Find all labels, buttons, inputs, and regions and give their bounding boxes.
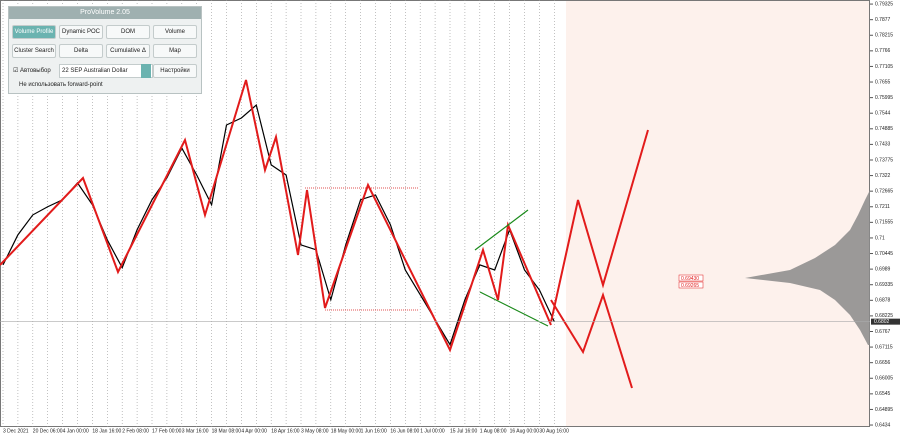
x-tick-label: 20 Dec 06:00 — [33, 428, 63, 434]
y-tick-label: 0.73775 — [875, 157, 893, 163]
channel-line — [479, 291, 549, 327]
current-price-label: 0.6802 — [874, 319, 890, 325]
x-tick-label: 1 Aug 08:00 — [480, 428, 507, 434]
x-tick-label: 1 Jul 00:00 — [420, 428, 445, 434]
y-tick-label: 0.7211 — [875, 204, 890, 210]
x-tick-label: 16 Aug 00:00 — [510, 428, 540, 434]
x-tick-label: 18 Apr 16:00 — [271, 428, 300, 434]
y-tick-label: 0.6989 — [875, 266, 891, 272]
checkbox-label: Автовыбор — [20, 68, 51, 74]
volume-profile — [745, 190, 870, 345]
y-tick-label: 0.7322 — [875, 173, 891, 179]
zigzag — [0, 79, 552, 353]
y-tick-label: 0.68225 — [875, 313, 893, 319]
channel-line — [474, 209, 529, 251]
button[interactable]: Map — [153, 44, 197, 58]
y-tick-label: 0.66005 — [875, 376, 893, 382]
projection — [550, 129, 649, 323]
y-tick-label: 0.74885 — [875, 126, 893, 132]
x-tick-label: 17 Feb 00:00 — [152, 428, 182, 434]
x-tick-label: 15 Jul 16:00 — [450, 428, 477, 434]
y-tick-label: 0.7544 — [875, 111, 891, 117]
button[interactable]: Volume Profile — [12, 25, 56, 39]
checkbox-label[interactable]: Не использовать forward-point — [19, 82, 103, 88]
y-tick-label: 0.78215 — [875, 33, 893, 39]
level-box — [678, 281, 704, 289]
y-tick-label: 0.6767 — [875, 329, 891, 335]
select-arrow[interactable] — [141, 64, 151, 78]
y-tick-label: 0.71555 — [875, 220, 893, 226]
y-tick-label: 0.7766 — [875, 48, 891, 54]
x-tick-label: 18 Mar 08:00 — [212, 428, 242, 434]
y-tick-label: 0.7433 — [875, 142, 891, 148]
level-label: 0.69265 — [681, 283, 699, 289]
y-tick-label: 0.69335 — [875, 282, 893, 288]
y-tick-label: 0.6656 — [875, 360, 891, 366]
x-tick-label: 16 Jun 08:00 — [390, 428, 419, 434]
panel-title: ProVolume 2.05 — [9, 7, 201, 19]
x-tick-label: 18 Jan 16:00 — [92, 428, 121, 434]
provolume-panel: ProVolume 2.05 Volume Profile Dynamic PO… — [8, 6, 202, 94]
y-tick-label: 0.7877 — [875, 17, 891, 23]
x-tick-label: 30 Aug 16:00 — [539, 428, 569, 434]
projection — [550, 291, 633, 389]
price-line — [2, 103, 555, 347]
x-tick-label: 4 Apr 00:00 — [241, 428, 267, 434]
y-tick-label: 0.6434 — [875, 422, 891, 428]
level-box — [678, 274, 704, 282]
x-tick-label: 1 Jun 16:00 — [361, 428, 387, 434]
level-label: 0.69430 — [681, 276, 699, 282]
y-tick-label: 0.6878 — [875, 298, 891, 304]
x-tick-label: 3 Dec 2021 — [3, 428, 29, 434]
button[interactable]: DOM — [106, 25, 150, 39]
button[interactable]: Cluster Search — [12, 44, 56, 58]
current-price-box — [871, 318, 900, 325]
y-tick-label: 0.64895 — [875, 407, 893, 413]
y-tick-label: 0.6545 — [875, 391, 891, 397]
y-tick-label: 0.7655 — [875, 79, 891, 85]
x-tick-label: 3 Mar 16:00 — [182, 428, 209, 434]
y-tick-label: 0.77105 — [875, 64, 893, 70]
y-tick-label: 0.72665 — [875, 188, 893, 194]
checkbox[interactable]: ☑ Автовыбор — [13, 68, 51, 74]
y-tick-label: 0.79325 — [875, 1, 893, 7]
instrument-select[interactable]: 22 SEP Australian Dollar — [59, 64, 153, 78]
button[interactable]: Dynamic POC — [59, 25, 103, 39]
x-tick-label: 4 Jan 00:00 — [63, 428, 89, 434]
x-tick-label: 2 Feb 08:00 — [122, 428, 149, 434]
x-tick-label: 3 May 08:00 — [301, 428, 329, 434]
button[interactable]: Volume — [153, 25, 197, 39]
button[interactable]: Cumulative Δ — [106, 44, 150, 58]
button[interactable]: Настройки — [153, 64, 197, 78]
x-tick-label: 18 May 00:00 — [331, 428, 362, 434]
y-tick-label: 0.75995 — [875, 95, 893, 101]
button[interactable]: Delta — [59, 44, 103, 58]
y-tick-label: 0.67115 — [875, 344, 893, 350]
y-tick-label: 0.71 — [875, 235, 885, 241]
y-tick-label: 0.70445 — [875, 251, 893, 257]
future-area — [566, 0, 870, 427]
